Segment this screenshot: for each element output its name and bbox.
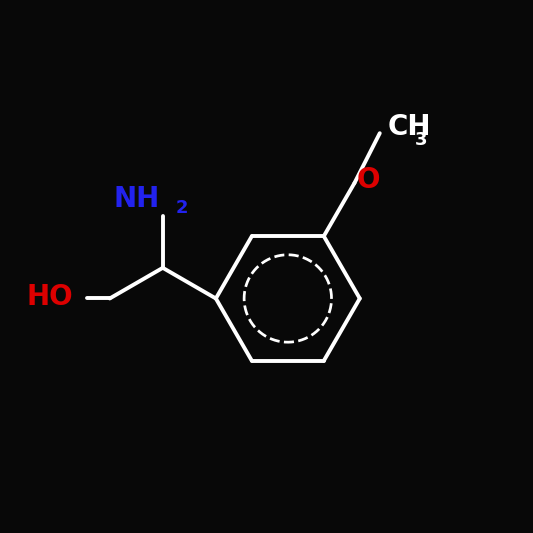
Text: 2: 2 xyxy=(176,199,189,217)
Text: CH: CH xyxy=(388,114,431,141)
Text: NH: NH xyxy=(114,185,160,213)
Text: 3: 3 xyxy=(415,131,427,149)
Text: O: O xyxy=(357,166,381,195)
Text: HO: HO xyxy=(27,284,74,311)
